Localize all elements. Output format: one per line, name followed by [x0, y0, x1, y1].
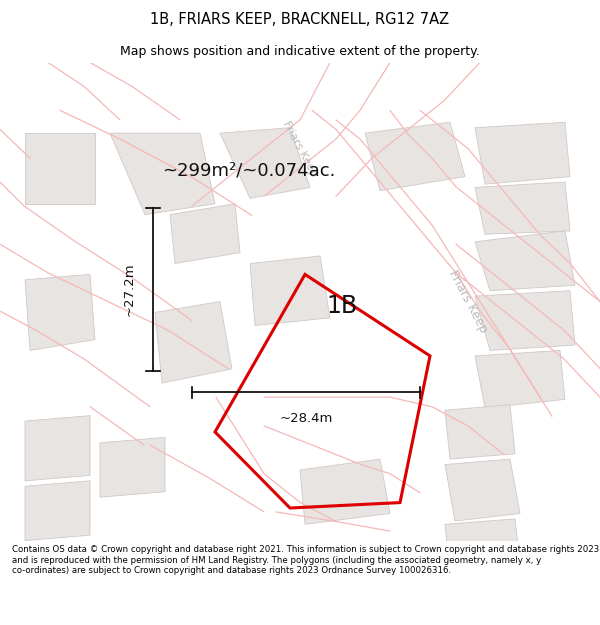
Polygon shape	[475, 351, 565, 408]
Polygon shape	[475, 231, 575, 291]
Text: ~28.4m: ~28.4m	[280, 411, 332, 424]
Polygon shape	[110, 133, 215, 214]
Polygon shape	[365, 122, 465, 191]
Text: ~27.2m: ~27.2m	[122, 262, 136, 316]
Polygon shape	[475, 182, 570, 234]
Polygon shape	[445, 459, 520, 521]
Polygon shape	[475, 122, 570, 184]
Polygon shape	[475, 291, 575, 351]
Polygon shape	[25, 416, 90, 481]
Polygon shape	[300, 459, 390, 524]
Polygon shape	[155, 301, 232, 383]
Text: 1B: 1B	[326, 294, 358, 318]
Polygon shape	[25, 481, 90, 541]
Text: ~299m²/~0.074ac.: ~299m²/~0.074ac.	[162, 161, 335, 179]
Polygon shape	[25, 133, 95, 204]
Polygon shape	[250, 256, 330, 326]
Polygon shape	[220, 127, 310, 198]
Text: Friars Keep: Friars Keep	[446, 268, 490, 335]
Polygon shape	[445, 519, 520, 571]
Polygon shape	[100, 438, 165, 497]
Text: Friars Keep: Friars Keep	[281, 119, 319, 178]
Polygon shape	[25, 274, 95, 351]
Polygon shape	[170, 204, 240, 264]
Polygon shape	[445, 405, 515, 459]
Text: Contains OS data © Crown copyright and database right 2021. This information is : Contains OS data © Crown copyright and d…	[12, 545, 599, 575]
Text: 1B, FRIARS KEEP, BRACKNELL, RG12 7AZ: 1B, FRIARS KEEP, BRACKNELL, RG12 7AZ	[151, 12, 449, 28]
Text: Map shows position and indicative extent of the property.: Map shows position and indicative extent…	[120, 45, 480, 58]
